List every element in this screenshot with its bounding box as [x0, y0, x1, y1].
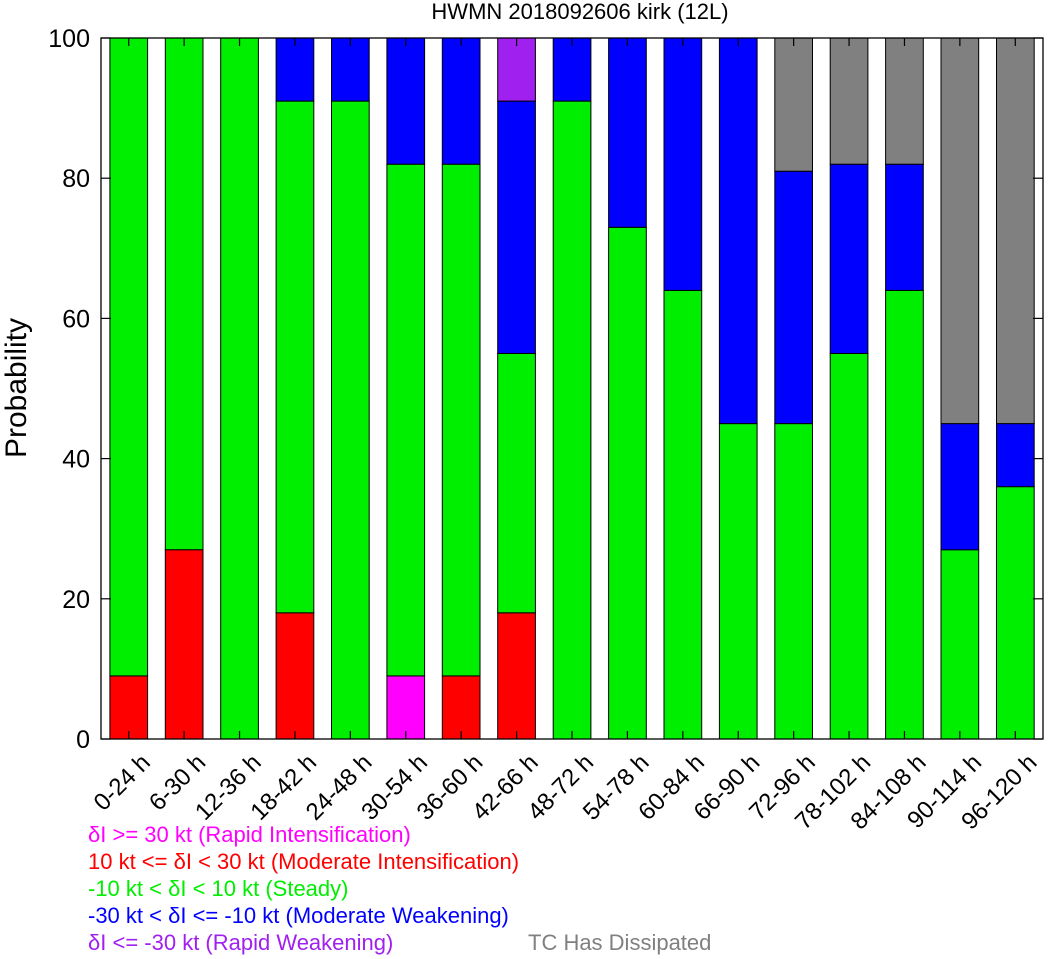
- x-tick-label-0: 0-24 h: [89, 749, 156, 816]
- legend-entry-rapid-intensification: δI >= 30 kt (Rapid Intensification): [88, 822, 411, 847]
- y-tick-label-2: 40: [62, 446, 90, 474]
- bar-st-9: [608, 226, 647, 740]
- bar-st-2: [220, 37, 259, 740]
- bar-ds-14: [885, 37, 924, 165]
- legend-entry-moderate-weakening: -30 kt < δI <= -10 kt (Moderate Weakenin…: [88, 903, 509, 928]
- bar-st-14: [885, 289, 924, 740]
- y-axis-label: Probability: [0, 318, 33, 458]
- bar-st-15: [940, 549, 980, 740]
- bar-mi-1: [164, 549, 204, 740]
- bar-mi-0: [109, 675, 149, 740]
- y-tick-label-5: 100: [48, 25, 90, 53]
- y-tick-label-4: 80: [62, 165, 90, 193]
- bar-mi-3: [275, 612, 315, 740]
- bar-mi-7: [497, 612, 536, 740]
- bar-st-16: [996, 486, 1035, 740]
- bar-ds-15: [940, 37, 980, 425]
- bar-st-1: [164, 37, 204, 551]
- legend-entry-rapid-weakening: δI <= -30 kt (Rapid Weakening): [88, 930, 394, 955]
- bar-st-5: [386, 163, 426, 677]
- legend-entry-dissipated: TC Has Dissipated: [528, 930, 712, 955]
- bar-mw-5: [386, 37, 426, 165]
- bar-mw-10: [663, 37, 703, 291]
- bar-mw-16: [996, 423, 1035, 488]
- bar-ds-13: [829, 37, 869, 165]
- bar-st-4: [331, 100, 370, 740]
- bar-mw-14: [885, 163, 924, 291]
- bar-st-7: [497, 352, 536, 614]
- bar-mw-4: [331, 37, 370, 102]
- bar-ds-12: [774, 37, 813, 172]
- bar-mw-9: [608, 37, 647, 228]
- bar-st-3: [275, 100, 315, 614]
- bar-mw-3: [275, 37, 315, 102]
- bars-group: [109, 37, 1035, 740]
- bar-st-8: [552, 100, 592, 740]
- bar-st-10: [663, 289, 703, 740]
- bar-mw-6: [441, 37, 481, 165]
- bar-st-11: [718, 423, 758, 740]
- legend-entry-moderate-intensification: 10 kt <= δI < 30 kt (Moderate Intensific…: [88, 849, 520, 874]
- bar-st-12: [774, 423, 813, 740]
- bar-st-13: [829, 352, 869, 740]
- chart-title: HWMN 2018092606 kirk (12L): [431, 0, 728, 24]
- bar-mw-7: [497, 100, 536, 354]
- y-tick-label-1: 20: [62, 586, 90, 614]
- bar-mw-8: [552, 37, 592, 102]
- bar-mw-13: [829, 163, 869, 354]
- y-tick-labels: 0 20 40 60 80 100: [48, 25, 90, 754]
- bar-ri-5: [386, 675, 426, 740]
- bar-mw-12: [774, 170, 813, 425]
- bar-mw-15: [940, 423, 980, 551]
- y-tick-label-3: 60: [62, 305, 90, 333]
- bar-mw-11: [718, 37, 758, 425]
- ticks-group: [101, 37, 1043, 740]
- bar-st-6: [441, 163, 481, 677]
- bar-mi-6: [441, 675, 481, 740]
- bar-ds-16: [996, 37, 1035, 425]
- bar-st-0: [109, 37, 149, 677]
- legend-entry-steady: -10 kt < δI < 10 kt (Steady): [88, 876, 349, 901]
- y-tick-label-0: 0: [76, 726, 90, 754]
- bar-rw-7: [497, 37, 536, 102]
